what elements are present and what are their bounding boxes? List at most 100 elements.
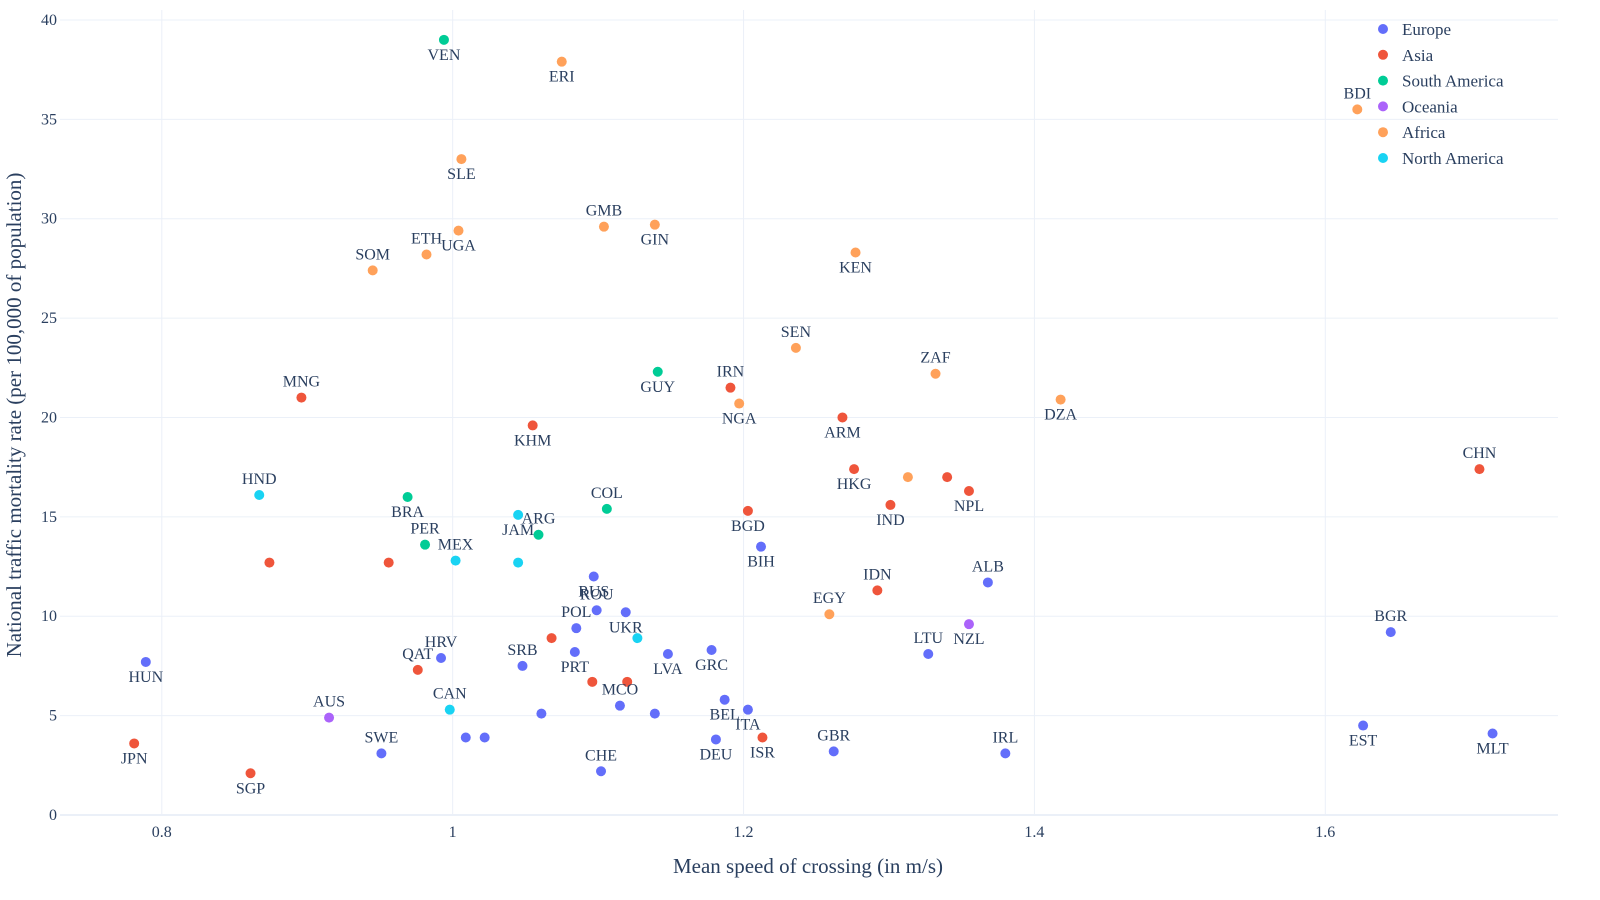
data-point[interactable] bbox=[757, 732, 768, 743]
data-point[interactable] bbox=[982, 577, 993, 588]
data-point[interactable] bbox=[1352, 104, 1363, 115]
point-label: ARM bbox=[824, 424, 860, 441]
data-point[interactable] bbox=[662, 649, 673, 659]
legend-item[interactable]: Africa bbox=[1378, 123, 1446, 142]
data-point[interactable] bbox=[460, 732, 471, 743]
data-point[interactable] bbox=[790, 342, 801, 353]
point-label: KEN bbox=[839, 259, 872, 276]
data-point[interactable] bbox=[587, 676, 598, 687]
data-point[interactable] bbox=[420, 539, 431, 550]
data-point[interactable] bbox=[140, 656, 151, 667]
point-label: MNG bbox=[283, 374, 321, 391]
data-point[interactable] bbox=[598, 221, 609, 232]
data-point[interactable] bbox=[367, 265, 378, 276]
point-label: SOM bbox=[355, 246, 390, 263]
point-label: KHM bbox=[514, 432, 551, 449]
data-point[interactable] bbox=[436, 652, 447, 663]
data-point[interactable] bbox=[536, 708, 547, 719]
data-point[interactable] bbox=[614, 700, 625, 711]
data-point[interactable] bbox=[622, 676, 633, 687]
data-point[interactable] bbox=[456, 154, 467, 165]
data-point[interactable] bbox=[649, 708, 660, 719]
point-label: EST bbox=[1349, 733, 1378, 750]
data-point[interactable] bbox=[1474, 464, 1485, 475]
data-point[interactable] bbox=[942, 472, 953, 483]
data-point[interactable] bbox=[453, 225, 464, 236]
data-point[interactable] bbox=[1385, 627, 1396, 638]
data-point[interactable] bbox=[632, 633, 643, 644]
data-point[interactable] bbox=[569, 647, 580, 658]
data-point[interactable] bbox=[837, 412, 848, 423]
data-point[interactable] bbox=[1000, 748, 1011, 759]
legend-item[interactable]: North America bbox=[1378, 149, 1504, 168]
data-point[interactable] bbox=[706, 645, 717, 656]
legend-item[interactable]: Oceania bbox=[1378, 97, 1458, 116]
data-point[interactable] bbox=[828, 746, 839, 757]
data-point[interactable] bbox=[756, 541, 767, 552]
data-point[interactable] bbox=[245, 768, 256, 779]
data-point[interactable] bbox=[742, 704, 753, 715]
data-point[interactable] bbox=[421, 249, 432, 260]
data-point[interactable] bbox=[652, 366, 663, 377]
y-tick-label: 20 bbox=[41, 409, 57, 426]
data-point[interactable] bbox=[513, 557, 524, 568]
data-point[interactable] bbox=[588, 571, 599, 582]
data-point[interactable] bbox=[450, 555, 461, 566]
legend[interactable]: Europe Asia South America Oceania Africa Nort… bbox=[1378, 20, 1504, 168]
data-point[interactable] bbox=[601, 503, 612, 514]
data-point[interactable] bbox=[725, 382, 736, 393]
data-point[interactable] bbox=[296, 392, 307, 403]
point-label: GRC bbox=[695, 657, 728, 674]
data-point[interactable] bbox=[513, 509, 524, 520]
data-point[interactable] bbox=[930, 368, 941, 379]
data-point[interactable] bbox=[527, 420, 538, 431]
data-point[interactable] bbox=[849, 464, 860, 475]
data-point[interactable] bbox=[129, 738, 140, 749]
data-point[interactable] bbox=[719, 694, 730, 705]
data-point[interactable] bbox=[734, 398, 745, 409]
data-point[interactable] bbox=[923, 649, 934, 659]
point-label: PER bbox=[410, 521, 440, 538]
data-point[interactable] bbox=[444, 704, 455, 715]
data-point[interactable] bbox=[571, 623, 582, 634]
legend-item[interactable]: Europe bbox=[1378, 20, 1451, 39]
data-points[interactable] bbox=[129, 34, 1498, 779]
legend-item[interactable]: Asia bbox=[1378, 46, 1434, 65]
data-point[interactable] bbox=[383, 557, 394, 568]
data-point[interactable] bbox=[533, 529, 544, 540]
data-point[interactable] bbox=[438, 34, 449, 45]
data-point[interactable] bbox=[556, 56, 567, 67]
data-point[interactable] bbox=[517, 660, 528, 671]
data-point[interactable] bbox=[376, 748, 387, 759]
data-point[interactable] bbox=[824, 609, 835, 620]
data-point[interactable] bbox=[710, 734, 721, 745]
data-point[interactable] bbox=[254, 489, 265, 500]
legend-item[interactable]: South America bbox=[1378, 72, 1504, 91]
data-point[interactable] bbox=[324, 712, 335, 723]
data-point[interactable] bbox=[1358, 720, 1369, 731]
data-point[interactable] bbox=[963, 486, 974, 497]
data-point[interactable] bbox=[1487, 728, 1498, 739]
data-point[interactable] bbox=[412, 664, 423, 675]
data-point[interactable] bbox=[1055, 394, 1066, 405]
point-label: HKG bbox=[837, 476, 872, 493]
point-label: BDI bbox=[1344, 85, 1372, 102]
legend-marker bbox=[1378, 153, 1388, 163]
data-point[interactable] bbox=[902, 472, 913, 483]
point-label: JPN bbox=[121, 750, 148, 767]
data-point[interactable] bbox=[620, 607, 631, 618]
data-point[interactable] bbox=[850, 247, 861, 258]
data-point[interactable] bbox=[264, 557, 275, 568]
data-point[interactable] bbox=[479, 732, 490, 743]
data-point[interactable] bbox=[963, 619, 974, 630]
data-point[interactable] bbox=[596, 766, 607, 777]
point-label: ISR bbox=[750, 744, 775, 761]
data-point[interactable] bbox=[885, 499, 896, 510]
data-point[interactable] bbox=[649, 219, 660, 230]
legend-marker bbox=[1378, 49, 1388, 60]
data-point[interactable] bbox=[591, 605, 602, 616]
data-point[interactable] bbox=[402, 491, 413, 502]
data-point[interactable] bbox=[742, 505, 753, 516]
data-point[interactable] bbox=[546, 633, 557, 644]
data-point[interactable] bbox=[872, 585, 883, 596]
